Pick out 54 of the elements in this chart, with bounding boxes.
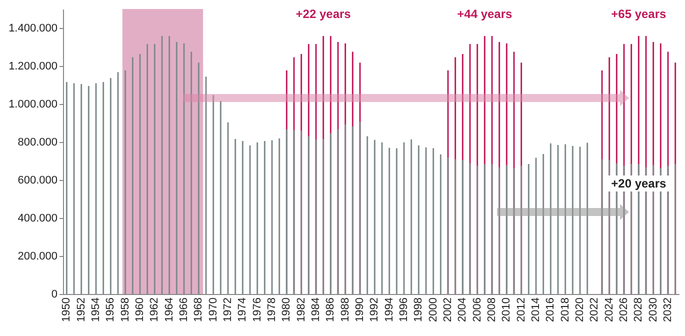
x-tick-label: 1950: [60, 298, 73, 322]
x-tick-label: 1972: [222, 298, 234, 322]
x-tick-label: 1970: [207, 298, 220, 322]
x-tick-label: 2010: [500, 298, 513, 322]
y-tick-label: 800.000: [18, 136, 58, 148]
x-tick-label: 2026: [618, 298, 630, 322]
x-tick-label: 1962: [148, 298, 161, 322]
x-tick-label: 2024: [603, 298, 616, 322]
y-tick-label: 200.000: [18, 250, 58, 262]
x-tick-label: 1992: [368, 298, 381, 322]
x-tick-label: 2012: [515, 298, 528, 322]
x-tick-label: 1968: [192, 298, 205, 322]
x-tick-label: 2004: [456, 298, 469, 322]
x-tick-label: 1966: [178, 298, 190, 322]
x-tick-label: 1952: [75, 298, 88, 322]
annotation: +65 years: [611, 7, 667, 21]
x-tick-label: 2002: [442, 298, 454, 322]
x-tick-label: 1956: [104, 298, 117, 322]
x-tick-label: 2006: [471, 298, 484, 322]
x-tick-label: 1980: [280, 298, 293, 322]
annotation: +22 years: [296, 7, 352, 21]
x-tick-label: 1954: [90, 298, 102, 322]
x-tick-label: 1976: [251, 298, 264, 322]
x-tick-label: 1982: [295, 298, 308, 322]
x-tick-label: 2020: [574, 298, 586, 322]
x-tick-label: 1960: [134, 298, 146, 322]
x-tick-label: 1994: [383, 298, 396, 322]
x-tick-label: 2000: [427, 298, 440, 322]
annotation: +20 years: [611, 176, 667, 191]
x-tick-label: 1958: [119, 298, 132, 322]
x-tick-label: 1988: [339, 298, 352, 322]
x-tick-label: 1990: [354, 298, 366, 322]
y-tick-label: 600.000: [18, 174, 58, 186]
y-tick-label: 1.200.000: [8, 60, 58, 72]
x-tick-label: 2018: [559, 298, 572, 322]
x-tick-label: 1964: [163, 298, 176, 322]
y-tick-label: 0: [51, 288, 58, 300]
x-tick-label: 1996: [398, 298, 410, 322]
x-tick-label: 1986: [324, 298, 337, 322]
y-tick-label: 1.400.000: [8, 22, 58, 34]
x-tick-label: 2028: [632, 298, 645, 322]
x-tick-label: 1984: [310, 298, 322, 322]
y-tick-label: 1.000.000: [8, 98, 58, 110]
x-tick-label: 2014: [530, 298, 542, 322]
y-tick-label: 400.000: [18, 212, 58, 224]
x-tick-label: 2022: [588, 298, 601, 322]
x-tick-label: 2032: [662, 298, 674, 322]
x-tick-label: 2030: [647, 298, 660, 322]
x-tick-label: 2008: [486, 298, 498, 322]
annotation: +44 years: [457, 7, 513, 21]
x-tick-label: 1998: [412, 298, 425, 322]
x-tick-label: 1978: [266, 298, 278, 322]
x-tick-label: 1974: [236, 298, 249, 322]
x-tick-label: 2016: [544, 298, 557, 322]
